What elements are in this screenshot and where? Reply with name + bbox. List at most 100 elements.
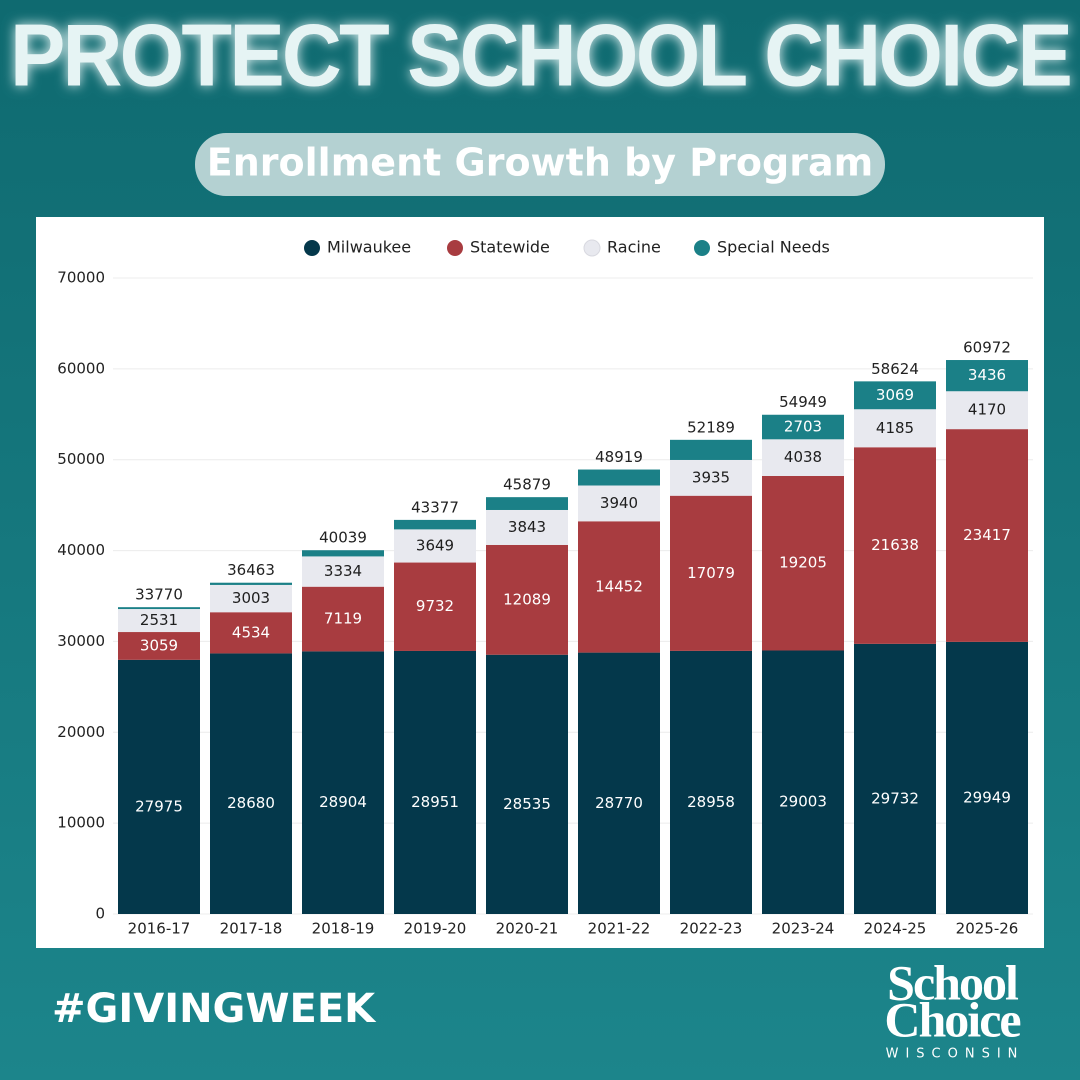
data-label: 2531 <box>140 611 178 629</box>
data-label: 3843 <box>508 518 546 536</box>
x-tick-label: 2017-18 <box>220 920 283 938</box>
total-label: 60972 <box>963 339 1011 357</box>
legend-swatch <box>583 239 601 257</box>
y-tick-label: 30000 <box>57 632 105 650</box>
bar-segment <box>118 609 200 633</box>
y-tick-label: 10000 <box>57 814 105 832</box>
total-label: 36463 <box>227 561 275 579</box>
bar-segment <box>302 651 384 914</box>
chart-title: Enrollment Growth by Program <box>207 141 873 185</box>
bar-segment <box>854 643 936 914</box>
bar-segment <box>118 659 200 914</box>
x-tick-label: 2024-25 <box>864 920 927 938</box>
bar-segment <box>670 495 752 651</box>
data-label: 28904 <box>319 793 367 811</box>
x-tick-label: 2021-22 <box>588 920 651 938</box>
data-label: 29003 <box>779 793 827 811</box>
y-tick-label: 70000 <box>57 269 105 287</box>
bar-segment <box>578 485 660 522</box>
data-label: 23417 <box>963 526 1011 544</box>
data-label: 7119 <box>324 610 362 628</box>
bar-segment <box>946 391 1028 430</box>
bar-segment <box>394 519 476 530</box>
bar-segment <box>578 521 660 653</box>
total-label: 48919 <box>595 448 643 466</box>
bar-segment <box>394 650 476 914</box>
data-label: 3003 <box>232 589 270 607</box>
bar-segment <box>762 414 844 440</box>
hashtag: #GIVINGWEEK <box>52 986 377 1032</box>
x-tick-label: 2020-21 <box>496 920 559 938</box>
total-label: 52189 <box>687 418 735 436</box>
bar-segment <box>762 475 844 651</box>
data-label: 3935 <box>692 468 730 486</box>
data-label: 28680 <box>227 794 275 812</box>
logo-line: WISCONSIN <box>886 1047 1025 1062</box>
data-label: 17079 <box>687 564 735 582</box>
legend-label: Special Needs <box>717 238 830 257</box>
bar-segment <box>302 586 384 652</box>
data-label: 3059 <box>140 636 178 654</box>
data-label: 21638 <box>871 536 919 554</box>
x-tick-label: 2016-17 <box>128 920 191 938</box>
bar-segment <box>762 650 844 914</box>
bar-segment <box>670 650 752 914</box>
legend-label: Statewide <box>470 238 550 257</box>
bar-segment <box>946 360 1028 392</box>
data-label: 4170 <box>968 401 1006 419</box>
total-label: 40039 <box>319 529 367 547</box>
bar-segment <box>670 459 752 496</box>
bar-segment <box>210 582 292 585</box>
data-label: 2703 <box>784 418 822 436</box>
y-tick-label: 60000 <box>57 359 105 377</box>
bar-segment <box>394 562 476 651</box>
data-label: 12089 <box>503 590 551 608</box>
x-tick-label: 2025-26 <box>956 920 1019 938</box>
data-label: 3436 <box>968 366 1006 384</box>
bar-segment <box>486 654 568 914</box>
x-tick-label: 2023-24 <box>772 920 835 938</box>
legend-label: Milwaukee <box>327 238 411 257</box>
y-tick-label: 20000 <box>57 723 105 741</box>
bar-segment <box>946 429 1028 642</box>
legend-swatch <box>304 240 320 256</box>
bar-segment <box>762 439 844 476</box>
x-tick-label: 2019-20 <box>404 920 467 938</box>
total-label: 58624 <box>871 360 919 378</box>
data-label: 3649 <box>416 536 454 554</box>
x-tick-label: 2018-19 <box>312 920 375 938</box>
x-tick-label: 2022-23 <box>680 920 743 938</box>
bar-segment <box>118 632 200 660</box>
bar-segment <box>854 381 936 410</box>
total-label: 54949 <box>779 393 827 411</box>
data-label: 14452 <box>595 577 643 595</box>
data-label: 3069 <box>876 386 914 404</box>
page-title: PROTECT SCHOOL CHOICE <box>10 5 1070 104</box>
data-label: 4534 <box>232 623 270 641</box>
bar-segment <box>394 529 476 563</box>
legend-swatch <box>447 240 463 256</box>
bar-segment <box>210 584 292 613</box>
bar-segment <box>210 612 292 654</box>
y-tick-label: 50000 <box>57 450 105 468</box>
data-label: 28535 <box>503 795 551 813</box>
chart: 0 10000 20000 30000 40000 50000 60000 70000 Milw… <box>57 238 1033 938</box>
data-label: 9732 <box>416 597 454 615</box>
data-label: 3940 <box>600 494 638 512</box>
y-tick-label: 40000 <box>57 541 105 559</box>
logo-line: School <box>887 954 1019 1010</box>
bar-segment <box>670 439 752 460</box>
data-label: 29949 <box>963 788 1011 806</box>
bar-segment <box>118 607 200 610</box>
data-label: 3334 <box>324 562 362 580</box>
data-label: 27975 <box>135 797 183 815</box>
logo-line: Choice <box>884 991 1020 1047</box>
bar-segment <box>486 544 568 655</box>
bar-segment <box>854 447 936 644</box>
data-label: 28958 <box>687 793 735 811</box>
total-label: 45879 <box>503 476 551 494</box>
bar-segment <box>302 550 384 557</box>
data-label: 28951 <box>411 793 459 811</box>
data-label: 4038 <box>784 448 822 466</box>
